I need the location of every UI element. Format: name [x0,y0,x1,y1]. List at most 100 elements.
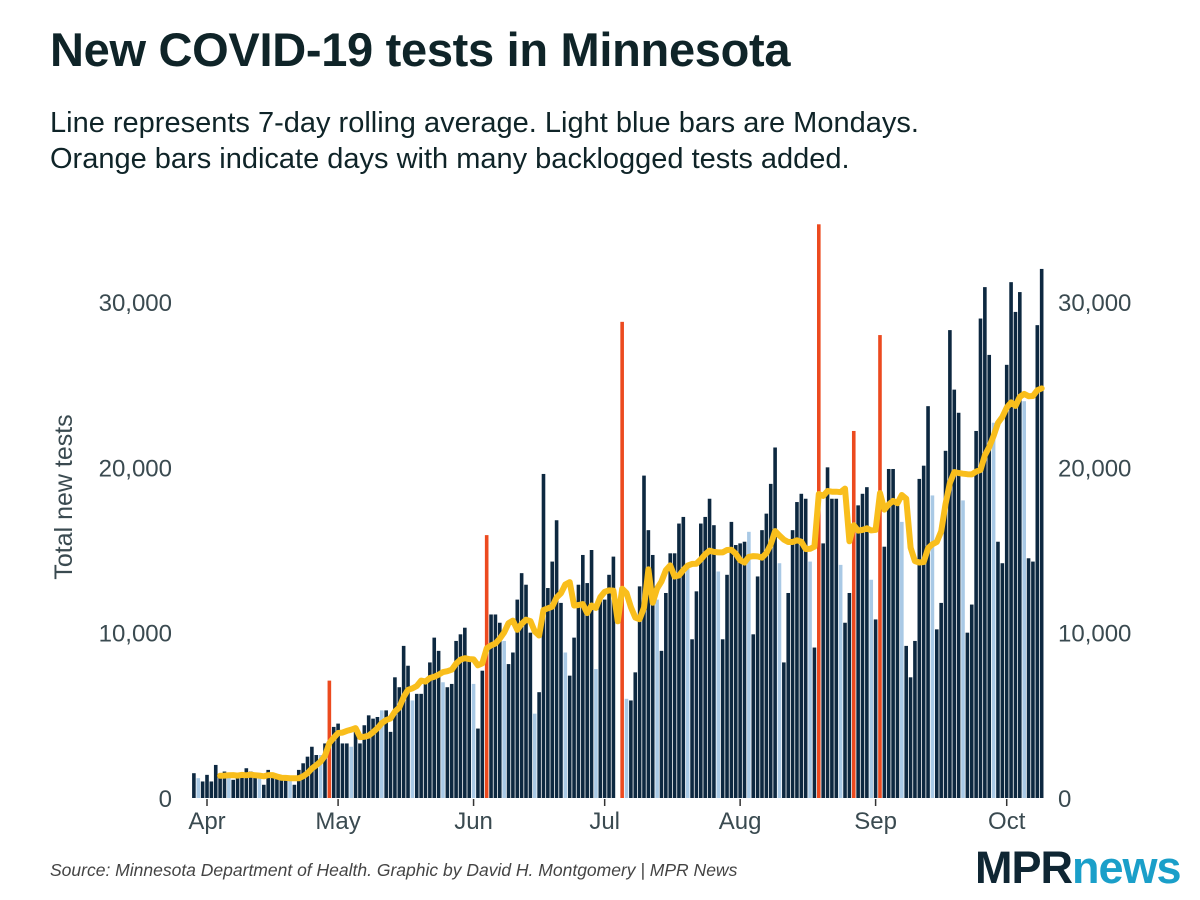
bar [436,650,441,798]
bar [1013,311,1018,798]
bar [803,498,808,798]
bar [296,769,301,798]
bar [856,505,860,798]
bar [974,430,978,798]
bar [865,487,869,798]
bar-monday [808,561,812,798]
bar [550,561,555,798]
bar [292,784,297,798]
y-tick-label-left: 0 [159,786,172,813]
bar [423,683,428,798]
bar [419,693,423,798]
bar [463,627,467,798]
bar [607,574,611,798]
bar-monday [869,579,874,798]
bar-monday [1022,401,1026,798]
subtitle-line-1: Line represents 7-day rolling average. L… [50,107,919,139]
y-tick-label-right: 10,000 [1058,621,1131,648]
bar-monday [257,778,262,798]
y-tick-label-right: 20,000 [1058,455,1131,482]
bars [192,224,1044,798]
bar-monday [471,683,476,798]
bar [397,687,402,798]
bar-monday [991,422,996,798]
bar [519,573,524,798]
bar [262,784,266,798]
bar-monday [410,700,415,798]
bar [773,447,777,798]
bar [589,550,594,798]
bar [546,588,550,798]
bar [231,779,236,798]
bar [948,330,952,798]
bar [672,553,677,798]
bar [733,545,738,798]
bar [799,493,804,798]
bar-monday [380,710,384,798]
bar [314,755,319,798]
bar-monday [930,495,935,798]
bar-monday [563,652,568,798]
bar [275,778,279,798]
bar [393,677,397,798]
subtitle-line-2: Orange bars indicate days with many back… [50,143,850,175]
bar [633,672,638,798]
bar [449,683,454,798]
bar [782,662,786,798]
bar [886,468,891,798]
bar [629,700,633,798]
bar-monday [777,563,782,798]
bar [1026,558,1031,798]
bar [681,516,686,798]
bar [983,287,987,798]
bar-backlog [878,335,882,798]
bar [707,498,712,798]
bar [969,604,974,798]
y-tick-label-right: 0 [1058,786,1071,813]
bar [362,725,367,798]
bar [934,629,939,798]
bar [218,776,222,798]
y-tick-label-right: 30,000 [1058,290,1131,317]
x-tick-label: May [315,808,360,835]
bar [742,541,747,798]
bar [572,637,576,798]
bar [895,503,900,798]
bar [192,773,196,798]
bar [860,493,865,798]
bar [725,574,729,798]
bar [821,543,825,798]
bar [786,592,791,798]
mpr-news-logo: MPRnews [975,842,1182,894]
bar [659,650,664,798]
bar [240,776,244,798]
bar-monday [318,755,323,798]
bar [703,516,707,798]
x-tick-label: Aug [719,808,762,835]
bar [358,743,362,798]
bar [1035,325,1040,798]
bar [559,602,563,798]
bar [489,614,493,798]
bar [567,675,572,798]
bar [1031,561,1035,798]
bar [480,670,485,798]
bar-backlog [851,430,856,798]
bar-monday [685,568,690,798]
bar-monday [961,500,965,798]
bar [768,483,773,798]
bar [908,677,913,798]
bar [917,478,922,798]
chart-title: New COVID-19 tests in Minnesota [50,23,791,76]
bar [699,523,703,798]
bar-backlog [620,321,624,798]
y-tick-label-left: 10,000 [99,621,172,648]
bar [677,523,681,798]
bar [585,583,589,798]
bar [598,601,603,798]
bar [646,530,651,798]
bar-monday [716,571,721,798]
bar [554,520,559,798]
bar-monday [196,778,201,798]
